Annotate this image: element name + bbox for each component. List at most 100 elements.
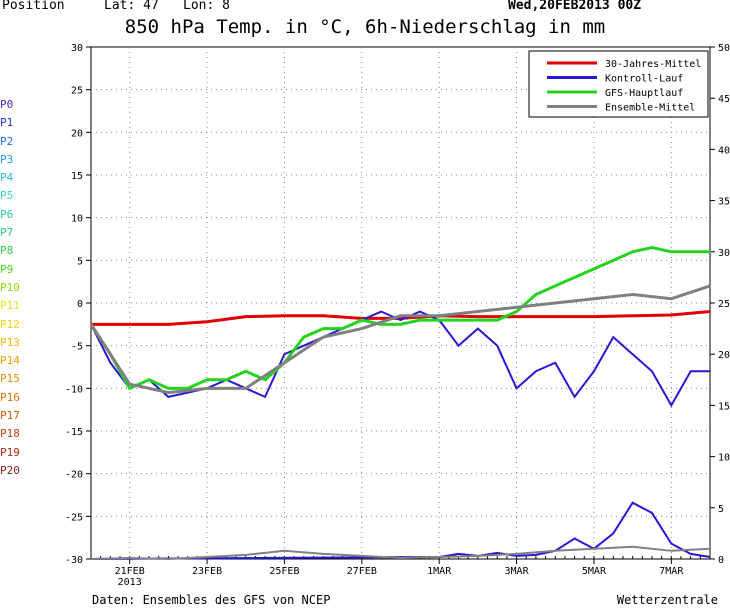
x-tick-label: 21FEB — [115, 566, 145, 577]
temp-point-kontroll-lauf — [457, 344, 460, 347]
temp-point-ensemble-mittel — [631, 293, 634, 296]
member-label-p8: P8 — [0, 244, 14, 258]
temp-point-gfs-hauptlauf — [361, 319, 363, 321]
x-tick-label: 7MAR — [659, 566, 684, 577]
temp-point-kontroll-lauf — [186, 391, 189, 394]
x-tick-sublabel: 2013 — [118, 577, 142, 588]
temp-point-kontroll-lauf — [709, 370, 711, 373]
x-tick-label: 5MAR — [582, 566, 607, 577]
temp-point-gfs-hauptlauf — [631, 251, 634, 253]
temp-point-ensemble-mittel — [477, 310, 479, 313]
precip-line-ensemble-mittel — [90, 545, 711, 561]
y-left-tick-label: -20 — [65, 470, 83, 481]
temp-point-gfs-hauptlauf — [167, 387, 170, 390]
temp-point-ensemble-mittel — [128, 383, 131, 385]
temp-point-30-jahres-mittel — [631, 315, 634, 317]
temp-point-gfs-hauptlauf — [341, 327, 344, 330]
temp-point-kontroll-lauf — [612, 336, 615, 338]
longitude-label: Lon: 8 — [183, 0, 230, 13]
y-left-tick-label: -30 — [65, 555, 83, 566]
member-label-p17: P17 — [0, 409, 20, 423]
temp-point-kontroll-lauf — [167, 396, 170, 398]
temp-point-kontroll-lauf — [631, 353, 634, 356]
temp-point-kontroll-lauf — [593, 370, 595, 373]
y-left-tick-label: 25 — [71, 86, 83, 97]
temp-point-30-jahres-mittel — [283, 315, 286, 317]
temp-point-kontroll-lauf — [689, 370, 692, 373]
temp-point-gfs-hauptlauf — [128, 387, 131, 390]
member-label-p9: P9 — [0, 262, 14, 276]
y-right-tick-label: 5 — [718, 504, 724, 515]
temp-point-gfs-hauptlauf — [496, 319, 499, 321]
temp-point-30-jahres-mittel — [399, 317, 402, 320]
y-right-tick-label: 20 — [718, 350, 730, 361]
temp-point-ensemble-mittel — [438, 315, 440, 317]
temp-point-kontroll-lauf — [554, 361, 557, 364]
member-label-p13: P13 — [0, 335, 20, 349]
temp-point-kontroll-lauf — [535, 370, 537, 373]
temp-point-gfs-hauptlauf — [322, 327, 324, 330]
temp-point-kontroll-lauf — [109, 361, 112, 364]
temp-point-30-jahres-mittel — [709, 310, 711, 313]
temp-point-kontroll-lauf — [670, 404, 673, 407]
temp-point-kontroll-lauf — [573, 396, 576, 398]
member-label-p11: P11 — [0, 299, 20, 313]
y-left-tick-label: -15 — [65, 427, 83, 438]
member-label-p18: P18 — [0, 427, 20, 441]
y-left-tick-label: -5 — [71, 342, 83, 353]
temp-point-gfs-hauptlauf — [515, 310, 518, 313]
member-legend: P0 P1 P2 P3 P4 P5 P6 P7 P8 P9 P10 P11 P12 P13 P14 P15 P1… — [0, 96, 20, 480]
chart-title: 850 hPa Temp. in °C, 6h-Niederschlag in … — [124, 16, 606, 38]
temp-point-30-jahres-mittel — [167, 323, 170, 326]
temp-point-kontroll-lauf — [399, 319, 402, 321]
y-right-tick-label: 25 — [718, 299, 730, 310]
member-label-p7: P7 — [0, 226, 14, 240]
temp-point-ensemble-mittel — [593, 297, 595, 300]
temp-point-gfs-hauptlauf — [457, 319, 460, 321]
temp-point-gfs-hauptlauf — [709, 251, 711, 253]
y-left-tick-label: -10 — [65, 384, 83, 395]
member-label-p6: P6 — [0, 207, 14, 221]
y-left-tick-label: 5 — [77, 256, 83, 267]
temp-point-ensemble-mittel — [244, 387, 247, 390]
temp-point-gfs-hauptlauf — [380, 323, 382, 326]
temp-point-gfs-hauptlauf — [148, 379, 150, 381]
y-left-tick-label: 20 — [71, 128, 83, 139]
temp-point-30-jahres-mittel — [554, 315, 557, 318]
y-left-tick-label: -25 — [65, 512, 83, 523]
temp-point-ensemble-mittel — [709, 285, 711, 287]
temp-point-gfs-hauptlauf — [612, 259, 615, 262]
legend-label: GFS-Hauptlauf — [605, 88, 683, 99]
legend-label: Kontroll-Lauf — [605, 74, 683, 85]
temp-point-30-jahres-mittel — [593, 315, 595, 318]
temp-point-gfs-hauptlauf — [554, 285, 557, 287]
temp-point-gfs-hauptlauf — [264, 379, 266, 381]
plot-area — [90, 46, 711, 560]
x-tick-label: 3MAR — [505, 566, 530, 577]
y-right-tick-label: 40 — [718, 145, 730, 156]
legend-label: Ensemble-Mittel — [605, 103, 695, 114]
member-label-p2: P2 — [0, 134, 14, 148]
latitude-label: Lat: 47 — [104, 0, 159, 13]
temp-point-gfs-hauptlauf — [477, 319, 479, 321]
temp-point-gfs-hauptlauf — [651, 246, 653, 249]
member-label-p12: P12 — [0, 317, 20, 331]
y-right-tick-label: 10 — [718, 453, 730, 464]
temp-point-kontroll-lauf — [380, 310, 382, 313]
temp-point-kontroll-lauf — [515, 387, 518, 390]
temp-point-ensemble-mittel — [515, 306, 518, 309]
temp-point-gfs-hauptlauf — [302, 336, 305, 338]
member-label-p0: P0 — [0, 98, 14, 111]
temp-point-30-jahres-mittel — [206, 320, 208, 323]
temp-point-ensemble-mittel — [554, 302, 557, 304]
temp-point-kontroll-lauf — [283, 353, 286, 356]
member-label-p3: P3 — [0, 152, 14, 166]
temp-point-30-jahres-mittel — [477, 315, 479, 318]
temp-point-gfs-hauptlauf — [573, 276, 576, 279]
temp-point-kontroll-lauf — [419, 310, 421, 313]
temp-point-kontroll-lauf — [651, 370, 653, 373]
temp-point-gfs-hauptlauf — [244, 370, 247, 373]
member-label-p14: P14 — [0, 354, 20, 368]
temp-point-kontroll-lauf — [264, 396, 266, 398]
